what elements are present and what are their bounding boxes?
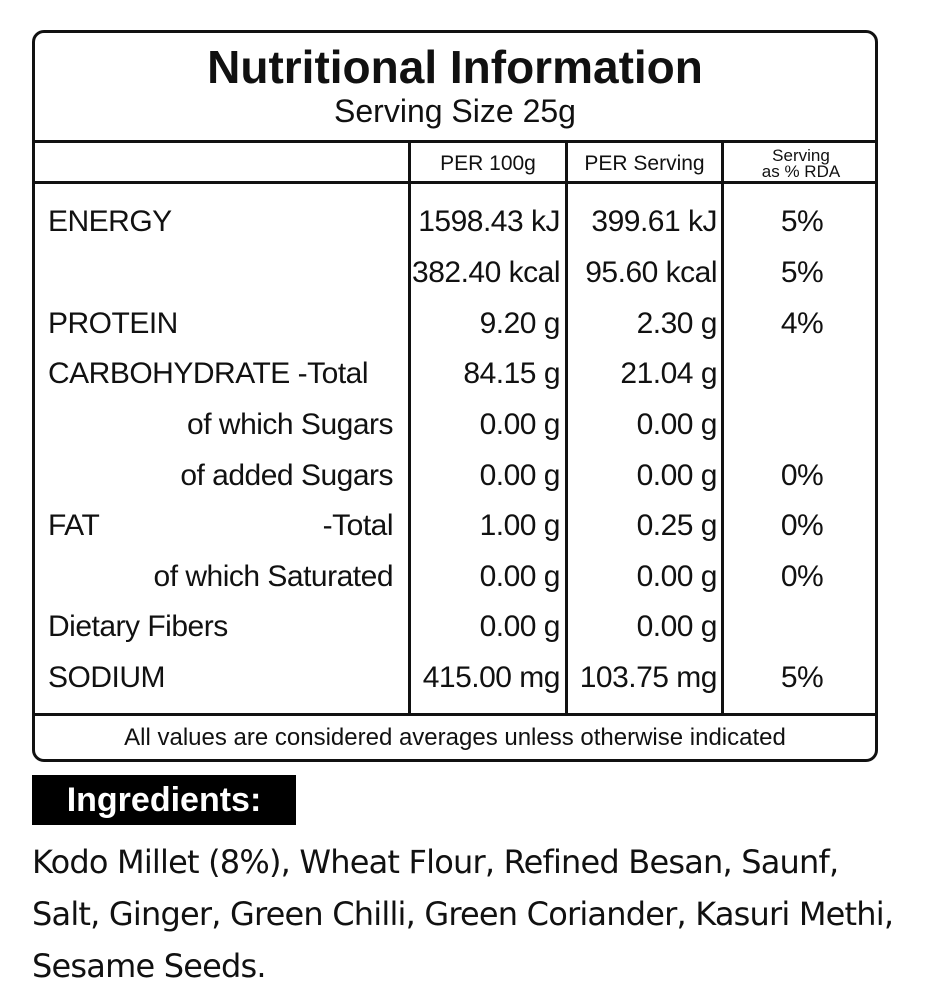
value-per-100g: 0.00 g: [479, 560, 561, 593]
footnote: All values are considered averages unles…: [124, 724, 786, 751]
serving-size: Serving Size 25g: [334, 93, 576, 129]
rda-header-line2: as % RDA: [761, 161, 841, 181]
nutrient-row-saturated: of which Saturated 0.00 g 0.00 g 0%: [35, 552, 875, 602]
footer-divider: [35, 713, 875, 716]
nutrient-label: CARBOHYDRATE -Total: [48, 357, 369, 390]
nutrient-sublabel: -Total: [322, 509, 394, 542]
ingredients-list: Kodo Millet (8%), Wheat Flour, Refined B…: [32, 843, 894, 985]
value-rda: 0%: [780, 459, 824, 492]
value-per-100g: 1598.43 kJ: [418, 205, 560, 238]
panel-title: Nutritional Information: [207, 41, 703, 93]
value-per-serving: 0.00 g: [636, 459, 718, 492]
value-per-serving: 103.75 mg: [579, 661, 718, 694]
nutrient-row-fat: FAT -Total 1.00 g 0.25 g 0%: [35, 501, 875, 551]
value-per-100g: 0.00 g: [479, 459, 561, 492]
nutrient-row-carbohydrate: CARBOHYDRATE -Total 84.15 g 21.04 g: [35, 349, 875, 399]
nutrient-row-energy-kcal: 382.40 kcal 95.60 kcal 5%: [35, 248, 875, 298]
nutrient-row-added-sugars: of added Sugars 0.00 g 0.00 g 0%: [35, 451, 875, 501]
nutrient-label: ENERGY: [48, 205, 172, 238]
value-rda: 0%: [780, 560, 824, 593]
value-per-serving: 21.04 g: [620, 357, 717, 390]
nutrient-label: Dietary Fibers: [48, 610, 228, 643]
header-divider: [35, 181, 875, 184]
value-per-100g: 382.40 kcal: [412, 256, 560, 289]
nutrient-label: FAT: [48, 509, 100, 542]
nutrient-row-sodium: SODIUM 415.00 mg 103.75 mg 5%: [35, 653, 875, 703]
value-per-serving: 0.00 g: [636, 408, 718, 441]
value-per-serving: 399.61 kJ: [591, 205, 717, 238]
value-per-100g: 0.00 g: [479, 610, 561, 643]
value-rda: 5%: [780, 205, 824, 238]
value-rda: 5%: [780, 256, 824, 289]
nutrient-label: PROTEIN: [48, 307, 178, 340]
value-rda: 0%: [780, 509, 824, 542]
value-per-serving: 0.00 g: [636, 560, 718, 593]
nutrient-row-sugars: of which Sugars 0.00 g 0.00 g: [35, 400, 875, 450]
column-divider: [408, 143, 411, 713]
value-per-serving: 2.30 g: [636, 307, 718, 340]
value-rda: [725, 349, 875, 399]
value-rda: 4%: [780, 307, 824, 340]
value-rda: [725, 400, 875, 450]
nutrient-label: of which Saturated: [153, 560, 394, 593]
column-divider: [721, 143, 724, 713]
nutrient-row-energy-kj: ENERGY 1598.43 kJ 399.61 kJ 5%: [35, 197, 875, 247]
column-header-rda: Serving as % RDA: [724, 145, 875, 181]
value-per-100g: 9.20 g: [479, 307, 561, 340]
value-per-100g: 84.15 g: [463, 357, 560, 390]
value-per-serving: 95.60 kcal: [585, 256, 717, 289]
value-per-100g: 415.00 mg: [422, 661, 561, 694]
nutrient-label: of added Sugars: [180, 459, 393, 492]
value-per-serving: 0.00 g: [636, 610, 718, 643]
nutrition-panel: Nutritional Information Serving Size 25g…: [32, 30, 878, 762]
rda-header-line1: Serving: [772, 145, 830, 165]
ingredients-heading: Ingredients:: [32, 775, 296, 825]
panel-header: Nutritional Information Serving Size 25g: [35, 33, 875, 143]
column-divider: [565, 143, 568, 713]
value-per-100g: 1.00 g: [479, 509, 561, 542]
nutrient-label: SODIUM: [48, 661, 166, 694]
nutrient-label: of which Sugars: [187, 408, 393, 441]
column-header-per-serving: PER Serving: [584, 151, 705, 175]
column-header-per-100g: PER 100g: [440, 151, 536, 175]
value-per-100g: 0.00 g: [479, 408, 561, 441]
value-per-serving: 0.25 g: [636, 509, 718, 542]
value-rda: [725, 602, 875, 652]
nutrient-row-fibers: Dietary Fibers 0.00 g 0.00 g: [35, 602, 875, 652]
value-rda: 5%: [780, 661, 824, 694]
nutrient-row-protein: PROTEIN 9.20 g 2.30 g 4%: [35, 299, 875, 349]
